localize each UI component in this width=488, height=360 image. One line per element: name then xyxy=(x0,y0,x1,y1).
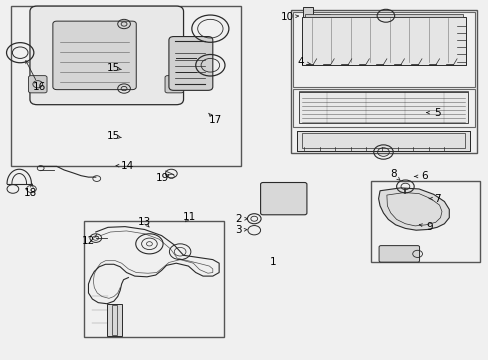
FancyBboxPatch shape xyxy=(28,76,47,93)
Polygon shape xyxy=(297,131,469,150)
Bar xyxy=(303,7,312,19)
Bar xyxy=(11,6,240,166)
Text: 5: 5 xyxy=(433,108,440,118)
Text: 12: 12 xyxy=(81,236,95,246)
Text: 10: 10 xyxy=(280,12,293,22)
FancyBboxPatch shape xyxy=(260,183,306,215)
Text: 17: 17 xyxy=(208,115,222,125)
Text: 3: 3 xyxy=(235,225,242,235)
Polygon shape xyxy=(378,188,448,230)
Text: 15: 15 xyxy=(107,131,120,141)
Bar xyxy=(83,221,224,337)
Text: 4: 4 xyxy=(297,57,303,67)
Text: 8: 8 xyxy=(389,169,396,179)
Text: 6: 6 xyxy=(421,171,427,181)
Polygon shape xyxy=(107,304,122,336)
FancyBboxPatch shape xyxy=(30,6,183,105)
Bar xyxy=(293,12,474,87)
Bar xyxy=(370,181,479,262)
Text: 16: 16 xyxy=(33,82,46,93)
Text: 1: 1 xyxy=(269,257,276,267)
FancyBboxPatch shape xyxy=(164,76,183,93)
Polygon shape xyxy=(302,17,466,65)
Text: 9: 9 xyxy=(426,222,432,231)
Text: 14: 14 xyxy=(121,161,134,171)
Text: 2: 2 xyxy=(235,214,242,224)
Text: 13: 13 xyxy=(138,217,151,227)
Polygon shape xyxy=(305,14,462,17)
Text: 7: 7 xyxy=(433,194,440,204)
Bar xyxy=(293,89,474,127)
Text: 11: 11 xyxy=(183,212,196,221)
Text: 19: 19 xyxy=(156,173,169,183)
Polygon shape xyxy=(299,92,467,123)
FancyBboxPatch shape xyxy=(378,246,419,262)
FancyBboxPatch shape xyxy=(53,21,136,90)
FancyBboxPatch shape xyxy=(168,37,212,90)
Polygon shape xyxy=(299,91,467,92)
Text: 15: 15 xyxy=(107,63,120,73)
Bar xyxy=(290,10,476,153)
Text: 18: 18 xyxy=(24,188,38,198)
